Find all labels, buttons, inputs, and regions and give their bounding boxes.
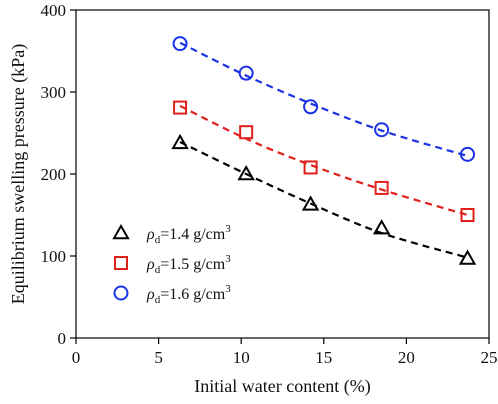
data-point-triangle	[458, 249, 477, 265]
data-point-circle	[374, 122, 390, 138]
y-tick-label: 0	[58, 329, 67, 348]
trend-lines	[179, 41, 468, 259]
trend-line-square	[179, 104, 468, 217]
data-point-circle	[172, 36, 188, 52]
trend-line-triangle	[179, 141, 468, 259]
data-point-triangle	[171, 133, 189, 150]
x-tick-label: 20	[398, 348, 415, 367]
y-axis: 0 100 200 300 400	[41, 1, 76, 348]
data-markers	[171, 36, 477, 265]
y-tick-label: 100	[41, 247, 67, 266]
data-point-triangle	[301, 195, 320, 211]
legend-label: ρd=1.5 g/cm3	[146, 253, 231, 276]
x-axis: 0 5 10 15 20 25	[72, 338, 498, 367]
y-tick-label: 300	[41, 83, 67, 102]
data-point-triangle	[372, 219, 391, 235]
plot-frame	[75, 9, 490, 339]
x-tick-label: 0	[72, 348, 81, 367]
data-point-circle	[460, 146, 476, 162]
legend: ρd=1.4 g/cm3 ρd=1.5 g/cm3 ρd=1.6 g/cm3	[112, 223, 231, 306]
data-point-square	[239, 125, 254, 140]
y-axis-title: Equilibrium swelling pressure (kPa)	[8, 44, 29, 304]
data-point-circle	[238, 65, 254, 81]
plot-border	[75, 9, 490, 339]
data-point-square	[374, 180, 389, 195]
data-point-circle	[303, 99, 319, 115]
trend-line-circle	[179, 41, 468, 158]
legend-label: ρd=1.4 g/cm3	[146, 223, 231, 246]
legend-marker-triangle	[112, 223, 130, 240]
x-tick-label: 10	[233, 348, 250, 367]
data-point-triangle	[237, 164, 255, 181]
x-tick-label: 25	[481, 348, 498, 367]
y-tick-label: 200	[41, 165, 67, 184]
x-tick-label: 5	[154, 348, 163, 367]
x-axis-title: Initial water content (%)	[194, 376, 370, 397]
data-point-square	[460, 208, 475, 222]
x-tick-label: 15	[315, 348, 332, 367]
y-tick-label: 400	[41, 1, 67, 20]
data-point-square	[303, 160, 318, 175]
legend-label: ρd=1.6 g/cm3	[146, 283, 231, 306]
legend-marker-circle	[113, 285, 129, 301]
legend-marker-square	[114, 256, 128, 270]
data-point-square	[173, 100, 188, 115]
